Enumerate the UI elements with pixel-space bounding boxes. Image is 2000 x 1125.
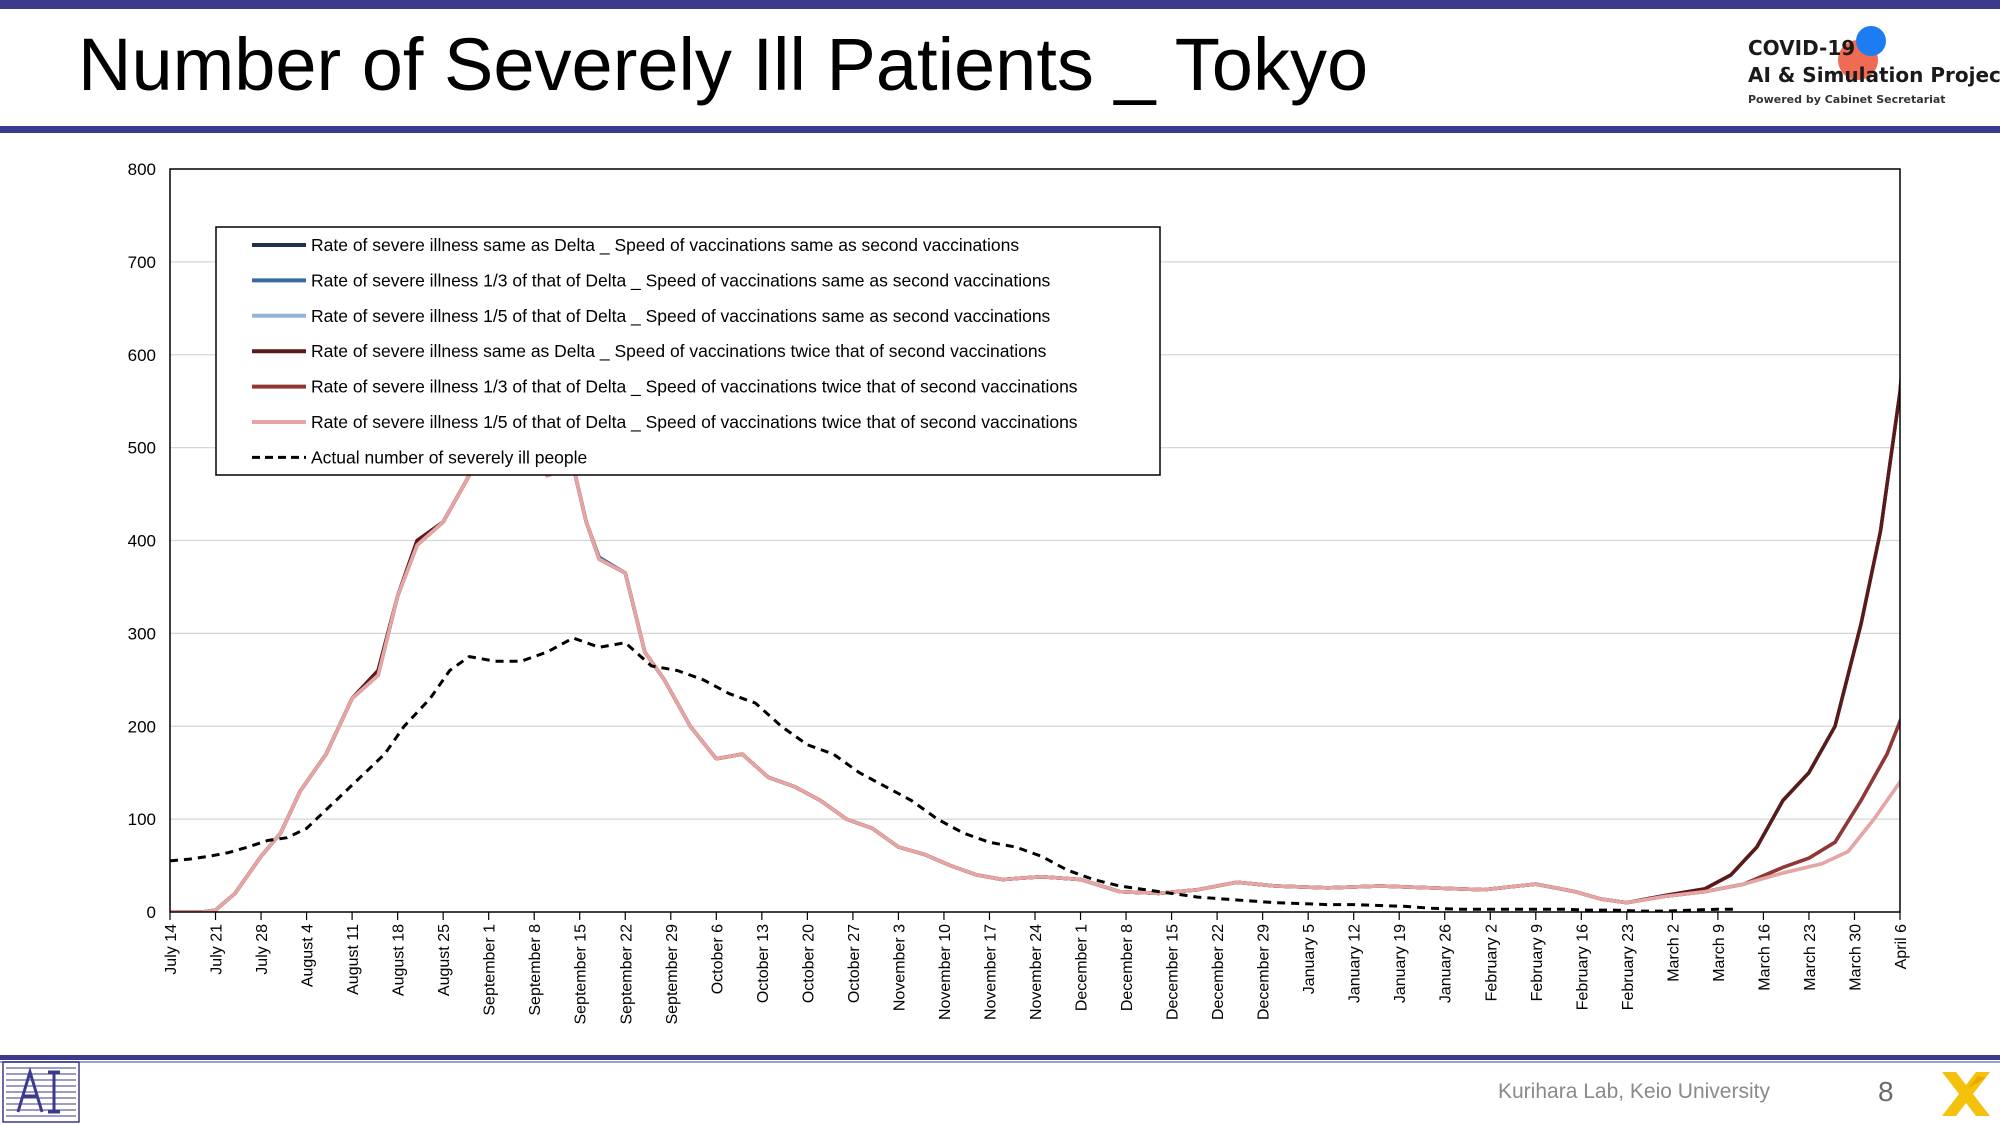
x-tick-label: February 23 — [1620, 924, 1637, 1010]
y-tick-label: 100 — [128, 810, 156, 829]
x-tick-label: October 6 — [709, 924, 726, 994]
y-tick-label: 700 — [128, 253, 156, 272]
x-tick-label: September 1 — [482, 924, 499, 1016]
x-tick-label: January 26 — [1438, 924, 1455, 1003]
x-tick-label: April 6 — [1893, 924, 1910, 969]
x-tick-label: November 3 — [891, 924, 908, 1011]
x-tick-label: October 27 — [846, 924, 863, 1003]
title-underline-bar — [0, 126, 2000, 133]
x-tick-label: October 20 — [800, 924, 817, 1003]
logo-line-2: AI & Simulation Project — [1748, 63, 2000, 87]
x-tick-label: November 10 — [937, 924, 954, 1020]
y-tick-label: 800 — [128, 160, 156, 179]
x-tick-label: July 28 — [254, 924, 271, 975]
x-tick-label: January 19 — [1392, 924, 1409, 1003]
x-tick-label: February 9 — [1529, 924, 1546, 1001]
legend-entry-label: Rate of severe illness same as Delta _ S… — [311, 341, 1047, 362]
legend-entry-label: Rate of severe illness 1/3 of that of De… — [311, 377, 1078, 398]
page-number: 8 — [1878, 1076, 1894, 1107]
x-tick-label: August 25 — [436, 924, 453, 996]
covid-ai-project-logo: COVID-19 AI & Simulation Project Powered… — [1748, 26, 2000, 115]
series-line-7 — [170, 636, 1738, 912]
ai-lab-logo-icon — [2, 1061, 80, 1123]
x-tick-label: December 29 — [1256, 924, 1273, 1020]
x-tick-label: February 16 — [1574, 924, 1591, 1010]
x-tick-label: November 17 — [982, 924, 999, 1020]
series-line-6 — [170, 390, 1900, 912]
x-tick-label: December 15 — [1165, 924, 1182, 1020]
legend-entry-label: Rate of severe illness 1/3 of that of De… — [311, 270, 1051, 291]
plot-area-frame — [169, 168, 1901, 913]
x-tick-label: August 18 — [391, 924, 408, 996]
x-tick-label: January 12 — [1347, 924, 1364, 1003]
bottom-accent-bar — [0, 1055, 2000, 1060]
x-tick-label: March 23 — [1802, 924, 1819, 991]
legend-entry-label: Rate of severe illness same as Delta _ S… — [311, 235, 1019, 256]
severely-ill-chart: 0 100 200 300 400 500 600 700 800 July 14 July 21… — [128, 160, 1910, 1025]
y-tick-label: 400 — [128, 532, 156, 551]
x-tick-label: August 4 — [300, 924, 317, 987]
y-tick-label: 0 — [147, 903, 156, 922]
y-tick-label: 200 — [128, 717, 156, 736]
x-tick-label: September 15 — [573, 924, 590, 1025]
x-axis-ticks: July 14 July 21 July 28 August 4 August 11 Au… — [163, 912, 1910, 1025]
y-tick-label: 500 — [128, 439, 156, 458]
x-tick-label: October 13 — [755, 924, 772, 1003]
x-tick-label: February 2 — [1483, 924, 1500, 1001]
y-tick-label: 600 — [128, 346, 156, 365]
y-tick-label: 300 — [128, 624, 156, 643]
x-tick-label: March 30 — [1847, 924, 1864, 991]
footer-lab-name: Kurihara Lab, Keio University — [1498, 1080, 1770, 1103]
x-tick-label: March 2 — [1665, 924, 1682, 982]
legend-entry-label: Rate of severe illness 1/5 of that of De… — [311, 412, 1078, 433]
x-tick-label: January 5 — [1301, 924, 1318, 994]
logo-line-3: Powered by Cabinet Secretariat — [1748, 93, 1946, 106]
legend-entry-label: Rate of severe illness 1/5 of that of De… — [311, 306, 1051, 327]
chart-series — [170, 371, 1900, 912]
x-tick-label: March 16 — [1756, 924, 1773, 991]
x-tick-label: August 11 — [345, 924, 362, 995]
x-tick-label: December 22 — [1210, 924, 1227, 1020]
x-brand-icon — [1942, 1072, 1990, 1116]
y-axis-ticks: 0 100 200 300 400 500 600 700 800 — [128, 160, 156, 922]
page-title: Number of Severely Ill Patients _ Tokyo — [78, 23, 1369, 106]
x-tick-label: July 14 — [163, 924, 180, 975]
top-accent-bar — [0, 0, 2000, 9]
x-tick-label: September 29 — [664, 924, 681, 1025]
x-tick-label: September 22 — [618, 924, 635, 1025]
legend-entry-label: Actual number of severely ill people — [311, 447, 587, 467]
x-tick-label: July 21 — [209, 924, 226, 975]
x-tick-label: December 1 — [1074, 924, 1091, 1011]
x-tick-label: November 24 — [1028, 924, 1045, 1020]
bottom-accent-line — [0, 1061, 2000, 1063]
x-tick-label: September 8 — [527, 924, 544, 1016]
x-tick-label: December 8 — [1119, 924, 1136, 1011]
chart-legend: Rate of severe illness same as Delta _ S… — [215, 226, 1161, 476]
logo-blue-circle — [1856, 26, 1886, 56]
logo-line-1: COVID-19 — [1748, 36, 1856, 60]
x-tick-label: March 9 — [1711, 924, 1728, 982]
legend-box — [215, 226, 1161, 476]
